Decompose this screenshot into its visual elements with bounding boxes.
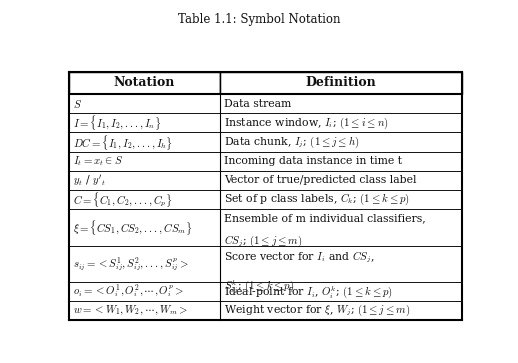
Text: Instance window, $I_i$; $(1 \leq i \leq n)$: Instance window, $I_i$; $(1 \leq i \leq … (224, 115, 389, 131)
Bar (69, 94, 220, 113)
Text: $DC = \{I_1, I_2, ..., I_h\}$: $DC = \{I_1, I_2, ..., I_h\}$ (73, 132, 173, 151)
Text: Incoming data instance in time t: Incoming data instance in time t (224, 156, 402, 166)
Bar (220, 152, 462, 171)
Bar (220, 209, 462, 245)
Bar (220, 282, 462, 301)
Text: Data stream: Data stream (224, 99, 292, 109)
Text: $\xi = \{CS_1, CS_2, ..., CS_m\}$: $\xi = \{CS_1, CS_2, ..., CS_m\}$ (73, 218, 192, 237)
Text: Ideal-point for $I_i$, $O^k_i$; $(1 \leq k \leq p)$: Ideal-point for $I_i$, $O^k_i$; $(1 \leq… (224, 283, 393, 300)
Bar (220, 171, 462, 190)
Text: Definition: Definition (306, 76, 377, 89)
Bar (220, 72, 462, 94)
Text: $w =< W_1, W_2, \cdots, W_m >$: $w =< W_1, W_2, \cdots, W_m >$ (73, 304, 188, 317)
Text: Table 1.1: Symbol Notation: Table 1.1: Symbol Notation (178, 13, 340, 26)
Text: Score vector for $I_i$ and $CS_j$,
$S^k_{ij}$; $(1 \leq k \leq p)$: Score vector for $I_i$ and $CS_j$, $S^k_… (224, 250, 375, 295)
Bar (69, 152, 220, 171)
Text: $I = \{I_1, I_2, ..., I_n\}$: $I = \{I_1, I_2, ..., I_n\}$ (73, 114, 161, 132)
Text: $s_{ij} =< S^1_{ij}, S^2_{ij}, ..., S^p_{ij} >$: $s_{ij} =< S^1_{ij}, S^2_{ij}, ..., S^p_… (73, 255, 189, 273)
Bar (69, 209, 220, 245)
Text: Data chunk, $I_j$; $(1 \leq j \leq h)$: Data chunk, $I_j$; $(1 \leq j \leq h)$ (224, 134, 360, 150)
Bar (220, 113, 462, 132)
Text: Notation: Notation (114, 76, 175, 89)
Bar (220, 94, 462, 113)
Bar (69, 301, 220, 320)
Bar (69, 72, 220, 94)
Text: Set of p class labels, $C_k$; $(1 \leq k \leq p)$: Set of p class labels, $C_k$; $(1 \leq k… (224, 192, 410, 207)
Bar (220, 132, 462, 152)
Text: Weight vector for $\xi$, $W_j$; $(1 \leq j \leq m)$: Weight vector for $\xi$, $W_j$; $(1 \leq… (224, 303, 411, 318)
Text: $I_t = x_t \in S$: $I_t = x_t \in S$ (73, 154, 123, 168)
Bar (69, 245, 220, 282)
Text: $S$: $S$ (73, 98, 82, 110)
Bar (69, 113, 220, 132)
Bar (220, 190, 462, 209)
Text: $y_t$ / $y'_t$: $y_t$ / $y'_t$ (73, 173, 106, 188)
Bar (220, 301, 462, 320)
Bar (69, 282, 220, 301)
Text: $o_i =< O^1_i, O^2_i, \cdots, O^p_i >$: $o_i =< O^1_i, O^2_i, \cdots, O^p_i >$ (73, 283, 184, 300)
Text: $C = \{C_1, C_2, ..., C_p\}$: $C = \{C_1, C_2, ..., C_p\}$ (73, 190, 172, 209)
Bar (69, 190, 220, 209)
Text: Ensemble of m individual classifiers,
$CS_j$; $(1 \leq j \leq m)$: Ensemble of m individual classifiers, $C… (224, 213, 426, 249)
Text: Vector of true/predicted class label: Vector of true/predicted class label (224, 175, 417, 185)
Bar (220, 245, 462, 282)
Bar (69, 171, 220, 190)
Bar (69, 132, 220, 152)
